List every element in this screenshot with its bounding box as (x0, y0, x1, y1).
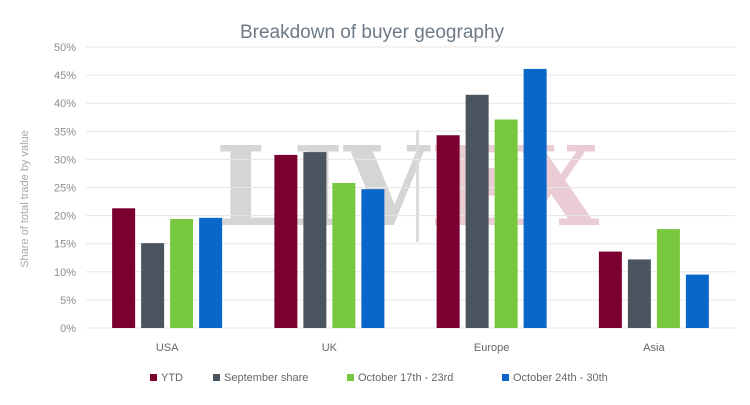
x-category-label: Europe (474, 342, 509, 354)
legend-item: September share (213, 372, 308, 384)
y-tick-label: 10% (54, 267, 76, 279)
y-tick-label: 15% (54, 239, 76, 251)
bar-europe-series-4 (523, 68, 547, 328)
bar-asia-series-1 (598, 251, 622, 328)
y-axis-label: Share of total trade by value (19, 130, 31, 268)
bar-usa-series-1 (112, 208, 136, 328)
bar-usa-series-2 (141, 243, 165, 328)
y-tick-label: 5% (60, 295, 76, 307)
x-category-label: UK (322, 342, 338, 354)
bar-usa-series-4 (199, 217, 223, 328)
legend-label: September share (224, 372, 308, 384)
legend-swatch (213, 374, 220, 381)
legend-swatch (150, 374, 157, 381)
bar-europe-series-2 (465, 94, 489, 329)
legend-item: YTD (150, 372, 183, 384)
bar-usa-series-3 (170, 218, 194, 328)
bar-europe-series-1 (436, 135, 460, 328)
bar-europe-series-3 (494, 119, 518, 328)
bar-asia-series-4 (685, 274, 709, 328)
legend-item: October 17th - 23rd (347, 372, 453, 384)
bar-uk-series-4 (361, 189, 385, 328)
x-category-label: Asia (643, 342, 665, 354)
y-tick-label: 20% (54, 211, 76, 223)
bar-uk-series-1 (274, 154, 298, 328)
x-axis-categories: USA UK Europe Asia (156, 342, 666, 354)
x-category-label: USA (156, 342, 179, 354)
chart-title: Breakdown of buyer geography (240, 22, 505, 43)
y-tick-label: 50% (54, 42, 76, 54)
bar-uk-series-2 (303, 152, 327, 328)
legend: YTD September share October 17th - 23rd Oct… (150, 372, 608, 384)
y-tick-label: 40% (54, 98, 76, 110)
y-tick-label: 25% (54, 183, 76, 195)
legend-swatch (502, 374, 509, 381)
bar-asia-series-2 (627, 259, 651, 328)
y-tick-label: 45% (54, 70, 76, 82)
bar-asia-series-3 (656, 229, 680, 328)
legend-label: YTD (161, 372, 183, 384)
legend-label: October 24th - 30th (513, 372, 608, 384)
bars (112, 68, 709, 329)
y-tick-label: 0% (60, 323, 76, 335)
legend-label: October 17th - 23rd (358, 372, 453, 384)
legend-swatch (347, 374, 354, 381)
y-axis-ticks: 0% 5% 10% 15% 20% 25% 30% 35% 40% 45% 50% (54, 42, 76, 335)
y-tick-label: 30% (54, 154, 76, 166)
y-tick-label: 35% (54, 126, 76, 138)
legend-item: October 24th - 30th (502, 372, 608, 384)
bar-uk-series-3 (332, 183, 356, 328)
gridlines (86, 46, 735, 329)
